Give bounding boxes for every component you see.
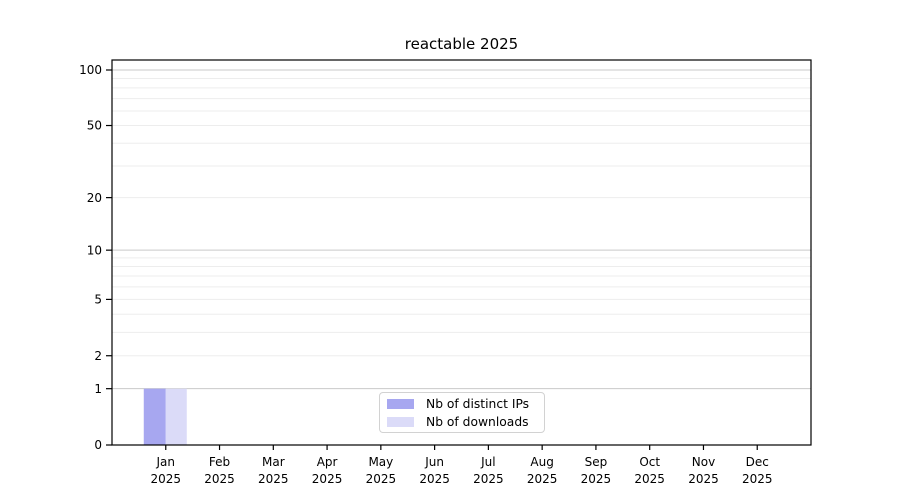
x-tick-label-month: Jun [424, 455, 444, 469]
bar-distinct-ips [143, 388, 166, 445]
legend: Nb of distinct IPs Nb of downloads [379, 392, 545, 433]
y-tick-label: 2 [94, 349, 102, 363]
y-tick-label: 5 [94, 293, 102, 307]
x-tick-label-month: Jul [480, 455, 495, 469]
plot-frame [111, 59, 812, 446]
x-tick-label-year: 2025 [581, 472, 612, 486]
y-tick-label: 10 [87, 243, 102, 257]
x-tick-label-year: 2025 [742, 472, 773, 486]
x-tick-label-month: Feb [209, 455, 230, 469]
x-tick-label-year: 2025 [150, 472, 181, 486]
x-tick-label-month: May [368, 455, 393, 469]
x-tick-label-month: Oct [639, 455, 660, 469]
legend-label-distinct-ips: Nb of distinct IPs [426, 396, 530, 411]
x-tick-label-month: Mar [262, 455, 285, 469]
y-tick-label: 100 [79, 63, 102, 77]
chart-title: reactable 2025 [404, 35, 519, 53]
x-tick-label-year: 2025 [366, 472, 397, 486]
x-tick-label-month: Dec [746, 455, 769, 469]
legend-item-downloads: Nb of downloads [387, 415, 536, 429]
y-tick-label: 50 [87, 119, 102, 133]
x-tick-label-year: 2025 [258, 472, 289, 486]
legend-item-distinct-ips: Nb of distinct IPs [387, 397, 536, 411]
legend-swatch-distinct-ips [387, 398, 414, 409]
x-tick-label-year: 2025 [688, 472, 719, 486]
bar-downloads [165, 388, 187, 445]
x-tick-label-month: Aug [530, 455, 553, 469]
x-tick-label-month: Apr [317, 455, 338, 469]
legend-swatch-downloads [387, 416, 414, 427]
x-tick-label-year: 2025 [634, 472, 665, 486]
x-tick-label-year: 2025 [527, 472, 558, 486]
y-tick-label: 1 [94, 382, 102, 396]
x-tick-label-year: 2025 [419, 472, 450, 486]
y-tick-label: 20 [87, 191, 102, 205]
x-tick-label-year: 2025 [473, 472, 504, 486]
y-tick-label: 0 [94, 438, 102, 452]
x-tick-label-year: 2025 [204, 472, 235, 486]
x-tick-label-month: Nov [692, 455, 715, 469]
x-tick-label-month: Jan [156, 455, 176, 469]
legend-label-downloads: Nb of downloads [426, 414, 529, 429]
x-tick-label-month: Sep [585, 455, 608, 469]
x-tick-label-year: 2025 [312, 472, 343, 486]
